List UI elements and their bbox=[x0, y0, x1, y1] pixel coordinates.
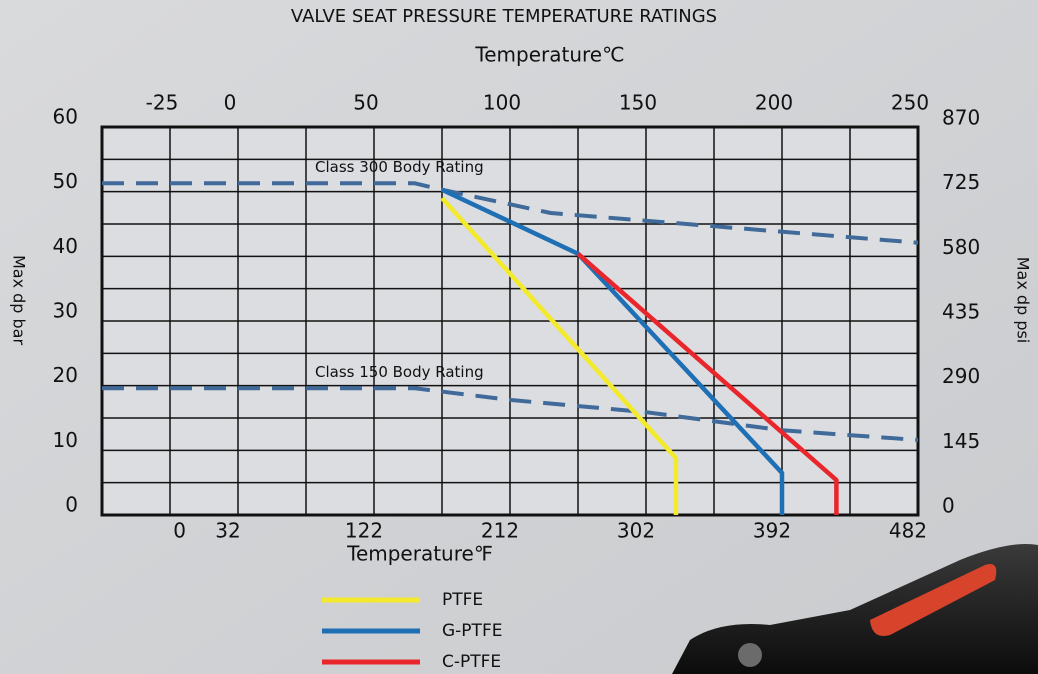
y-tick-label: 50 bbox=[53, 169, 78, 193]
chart-title: VALVE SEAT PRESSURE TEMPERATURE RATINGS bbox=[291, 6, 717, 27]
x2-tick-label: 392 bbox=[753, 519, 791, 543]
x2-tick-label: 122 bbox=[345, 519, 383, 543]
y2-tick-label: 435 bbox=[942, 300, 980, 324]
line-annotation: Class 150 Body Rating bbox=[315, 363, 484, 381]
page: {"chart_data": { "type": "line", "title"… bbox=[0, 0, 1038, 674]
y-tick-label: 60 bbox=[53, 105, 78, 129]
x-axis-title: Temperature℃ bbox=[474, 43, 624, 67]
y2-tick-label: 870 bbox=[942, 106, 980, 130]
chart: VALVE SEAT PRESSURE TEMPERATURE RATINGS … bbox=[0, 0, 1038, 674]
x2-tick-label: 302 bbox=[617, 519, 655, 543]
y2-axis-title: Max dp psi bbox=[1014, 257, 1033, 344]
y-tick-label: 10 bbox=[53, 428, 78, 452]
y2-tick-label: 145 bbox=[942, 429, 980, 453]
line-annotation: Class 300 Body Rating bbox=[315, 158, 484, 176]
legend-label: PTFE bbox=[442, 590, 483, 610]
x-tick-label: 150 bbox=[619, 91, 657, 115]
y-tick-label: 0 bbox=[65, 493, 78, 517]
y-tick-label: 40 bbox=[53, 234, 78, 258]
y-tick-label: 30 bbox=[53, 299, 78, 323]
x2-tick-label: 482 bbox=[889, 519, 927, 543]
y2-tick-label: 725 bbox=[942, 170, 980, 194]
x-tick-label: 250 bbox=[891, 91, 929, 115]
x-tick-label: 200 bbox=[755, 91, 793, 115]
x-tick-label: -25 bbox=[146, 91, 179, 115]
x2-axis-title: Temperature℉ bbox=[346, 542, 493, 566]
x2-tick-label: 32 bbox=[215, 519, 240, 543]
x2-tick-label: 0 bbox=[173, 519, 186, 543]
y2-tick-label: 290 bbox=[942, 364, 980, 388]
y2-tick-label: 580 bbox=[942, 235, 980, 259]
y-axis-title: Max dp bar bbox=[10, 255, 29, 346]
y2-tick-label: 0 bbox=[942, 494, 955, 518]
x-tick-label: 50 bbox=[353, 91, 378, 115]
x-tick-label: 100 bbox=[483, 91, 521, 115]
legend-label: G-PTFE bbox=[442, 621, 502, 641]
x2-tick-label: 212 bbox=[481, 519, 519, 543]
x-tick-label: 0 bbox=[224, 91, 237, 115]
y-tick-label: 20 bbox=[53, 363, 78, 387]
legend-label: C-PTFE bbox=[442, 652, 501, 672]
